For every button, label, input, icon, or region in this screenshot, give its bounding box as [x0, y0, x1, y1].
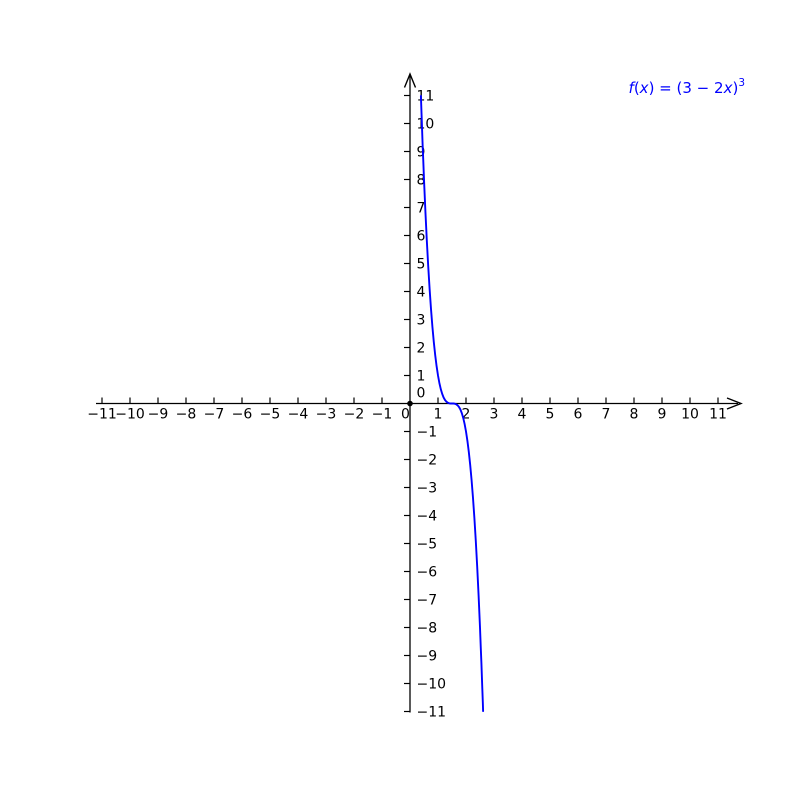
x-tick-label: 6 — [574, 407, 583, 423]
y-tick-label: 7 — [417, 201, 426, 217]
y-axis-arrowhead — [403, 72, 417, 88]
x-axis-arrowhead — [726, 397, 743, 410]
y-tick-label: 9 — [417, 145, 426, 161]
y-tick-label: −10 — [417, 677, 447, 693]
y-tick-label: 1 — [417, 369, 426, 385]
y-tick-label: 8 — [417, 173, 426, 189]
x-tick-label: 8 — [630, 407, 639, 423]
x-tick-label: 9 — [658, 407, 667, 423]
x-tick-label: −8 — [176, 407, 197, 423]
y-tick-label: 5 — [417, 257, 426, 273]
y-tick-label: −8 — [417, 621, 438, 637]
x-tick-label: −5 — [260, 407, 281, 423]
x-tick-label: −4 — [288, 407, 309, 423]
function-label-part: 3 — [738, 77, 745, 89]
function-curve — [419, 94, 485, 713]
function-label-part: ) = (3 − 2 — [648, 79, 724, 97]
x-tick-label: −7 — [204, 407, 225, 423]
function-label-part: ) — [732, 79, 739, 97]
y-tick-label: 10 — [417, 117, 435, 133]
x-tick-label: −9 — [148, 407, 169, 423]
x-tick-label: −1 — [372, 407, 393, 423]
x-tick-label: −3 — [316, 407, 337, 423]
y-tick-label: 2 — [417, 341, 426, 357]
x-tick-label: 1 — [434, 407, 443, 423]
y-tick-label: −4 — [417, 509, 438, 525]
y-tick-label: −7 — [417, 593, 438, 609]
x-tick-label: 3 — [490, 407, 499, 423]
function-label-part: x — [723, 79, 733, 97]
y-tick-label: −9 — [417, 649, 438, 665]
y-tick-label: −1 — [417, 425, 438, 441]
x-tick-label: 4 — [518, 407, 527, 423]
origin-dot — [407, 400, 413, 407]
y-tick-label: −11 — [417, 705, 447, 721]
function-label-part: x — [639, 79, 649, 97]
x-tick-label: 5 — [546, 407, 555, 423]
y-tick-label: 3 — [417, 313, 426, 329]
y-tick-label: −3 — [417, 481, 438, 497]
x-tick-label: 2 — [462, 407, 471, 423]
x-tick-label: −6 — [232, 407, 253, 423]
x-tick-label: 11 — [709, 407, 727, 423]
function-label-part: ( — [633, 79, 640, 97]
x-tick-label: −11 — [87, 407, 117, 423]
y-tick-label: 11 — [417, 89, 435, 105]
y-tick-label: 0 — [417, 386, 426, 402]
y-tick-label: 6 — [417, 229, 426, 245]
y-tick-label: −6 — [417, 565, 438, 581]
function-label: f(x) = (3 − 2x)3 — [628, 77, 745, 97]
y-tick-label: −5 — [417, 537, 438, 553]
x-tick-label: 7 — [602, 407, 611, 423]
x-tick-label: −2 — [344, 407, 365, 423]
x-tick-label: 0 — [401, 407, 410, 423]
y-tick-label: 4 — [417, 285, 426, 301]
function-label-part: f — [628, 79, 634, 97]
x-tick-label: 10 — [681, 407, 699, 423]
x-tick-label: −10 — [115, 407, 145, 423]
x-axis: −11−10 −9 −8 −7 −6 −5 −4 −3 −2 −1 0 1 2 3 4 5 6 7 8 9 10 11 — [87, 397, 743, 423]
y-tick-label: −2 — [417, 453, 438, 469]
